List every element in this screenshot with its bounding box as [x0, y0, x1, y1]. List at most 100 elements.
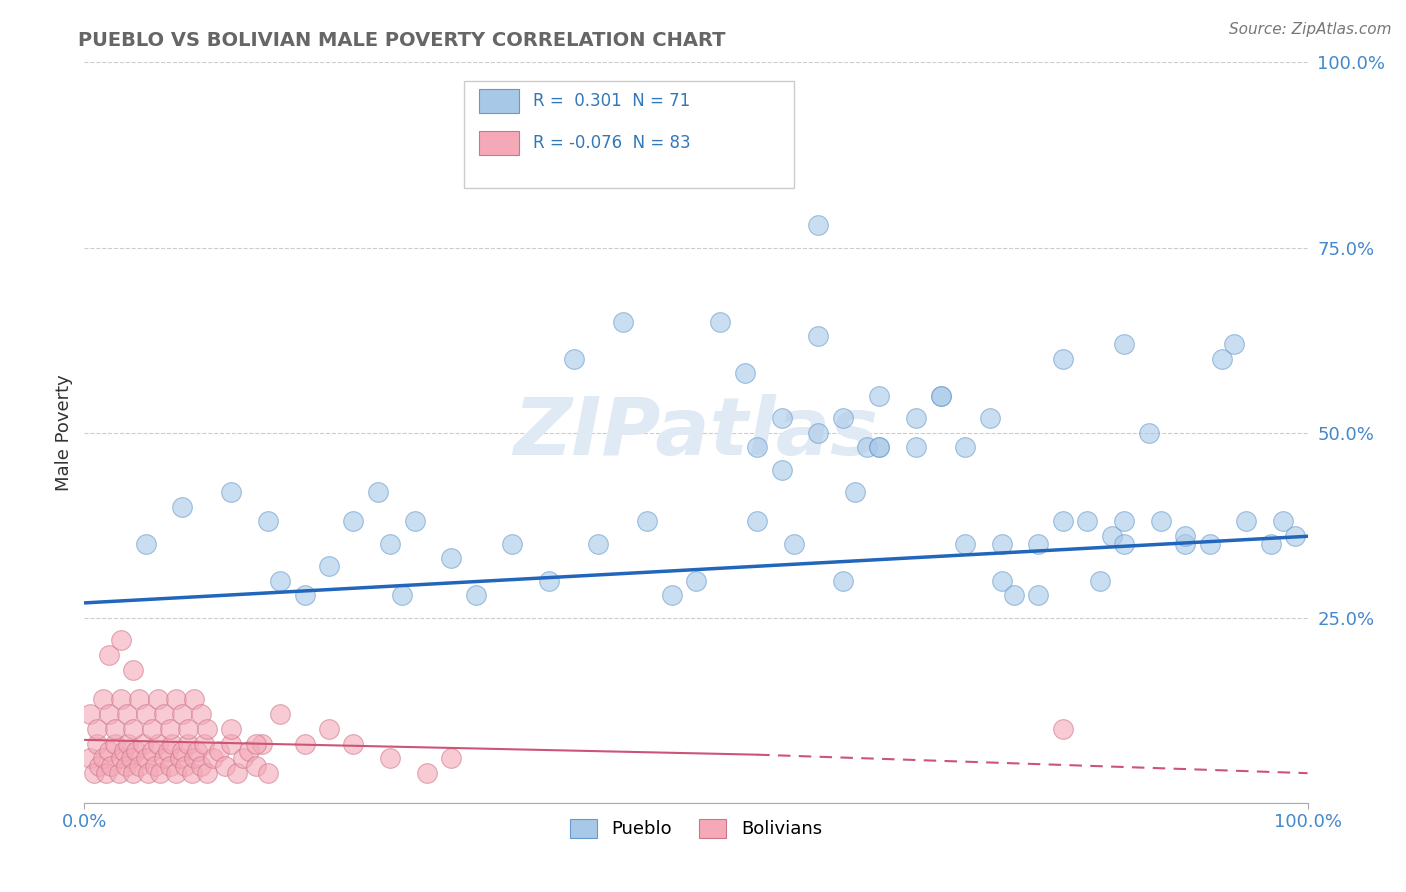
Point [245, 737, 267, 751]
Point [115, 758, 138, 772]
Point [612, 314, 634, 328]
Point [165, 766, 187, 780]
Point [226, 766, 249, 780]
Point [115, 706, 138, 721]
Point [172, 500, 194, 514]
Point [172, 744, 194, 758]
Bar [479, 89, 519, 112]
Point [747, 515, 769, 529]
Point [122, 766, 145, 780]
Text: ZIPatlas: ZIPatlas [513, 393, 879, 472]
Point [1101, 529, 1123, 543]
Point [153, 751, 176, 765]
Point [562, 351, 585, 366]
Point [110, 692, 132, 706]
Point [100, 758, 122, 772]
Point [146, 692, 169, 706]
Point [135, 751, 157, 765]
Point [844, 484, 866, 499]
Point [416, 766, 439, 780]
Point [245, 758, 267, 772]
FancyBboxPatch shape [464, 81, 794, 188]
Point [807, 329, 830, 343]
Point [146, 737, 169, 751]
Point [1211, 351, 1233, 366]
Point [128, 758, 150, 772]
Point [318, 722, 340, 736]
Point [83, 766, 105, 780]
Text: R =  0.301  N = 71: R = 0.301 N = 71 [533, 92, 690, 110]
Point [177, 722, 200, 736]
Point [91, 692, 114, 706]
Point [208, 744, 231, 758]
Point [141, 744, 163, 758]
Point [159, 758, 181, 772]
Point [172, 706, 194, 721]
Point [181, 766, 204, 780]
Point [342, 737, 364, 751]
Point [122, 663, 145, 677]
Point [97, 744, 120, 758]
Point [122, 722, 145, 736]
Point [1236, 515, 1258, 529]
Point [1088, 574, 1111, 588]
Point [201, 751, 224, 765]
Point [86, 737, 108, 751]
Point [380, 536, 402, 550]
Point [856, 441, 879, 455]
Point [318, 558, 340, 573]
Point [1284, 529, 1306, 543]
Point [636, 515, 658, 529]
Point [391, 589, 413, 603]
Point [1052, 351, 1074, 366]
Point [1114, 536, 1136, 550]
Point [156, 744, 179, 758]
Bar [479, 131, 519, 155]
Point [807, 425, 830, 440]
Point [709, 314, 731, 328]
Point [1002, 589, 1025, 603]
Point [214, 758, 236, 772]
Point [132, 737, 155, 751]
Point [250, 737, 273, 751]
Point [869, 441, 891, 455]
Point [110, 632, 132, 647]
Point [685, 574, 707, 588]
Point [1260, 536, 1282, 550]
Point [538, 574, 561, 588]
Point [979, 410, 1001, 425]
Point [186, 744, 208, 758]
Point [269, 574, 291, 588]
Point [96, 766, 118, 780]
Point [1114, 336, 1136, 351]
Point [125, 744, 148, 758]
Point [159, 722, 181, 736]
Point [110, 751, 132, 765]
Point [141, 722, 163, 736]
Point [79, 751, 101, 765]
Point [294, 589, 316, 603]
Point [136, 766, 159, 780]
Point [135, 536, 157, 550]
Point [232, 751, 254, 765]
Point [831, 574, 853, 588]
Point [953, 536, 976, 550]
Point [1272, 515, 1295, 529]
Point [783, 536, 806, 550]
Point [502, 536, 524, 550]
Point [87, 758, 110, 772]
Point [219, 484, 242, 499]
Point [183, 751, 205, 765]
Point [86, 722, 108, 736]
Point [120, 751, 142, 765]
Text: R = -0.076  N = 83: R = -0.076 N = 83 [533, 134, 690, 153]
Point [734, 367, 756, 381]
Point [190, 758, 212, 772]
Point [869, 388, 891, 402]
Point [177, 737, 200, 751]
Point [219, 737, 242, 751]
Point [112, 744, 135, 758]
Point [128, 692, 150, 706]
Point [869, 441, 891, 455]
Point [238, 744, 260, 758]
